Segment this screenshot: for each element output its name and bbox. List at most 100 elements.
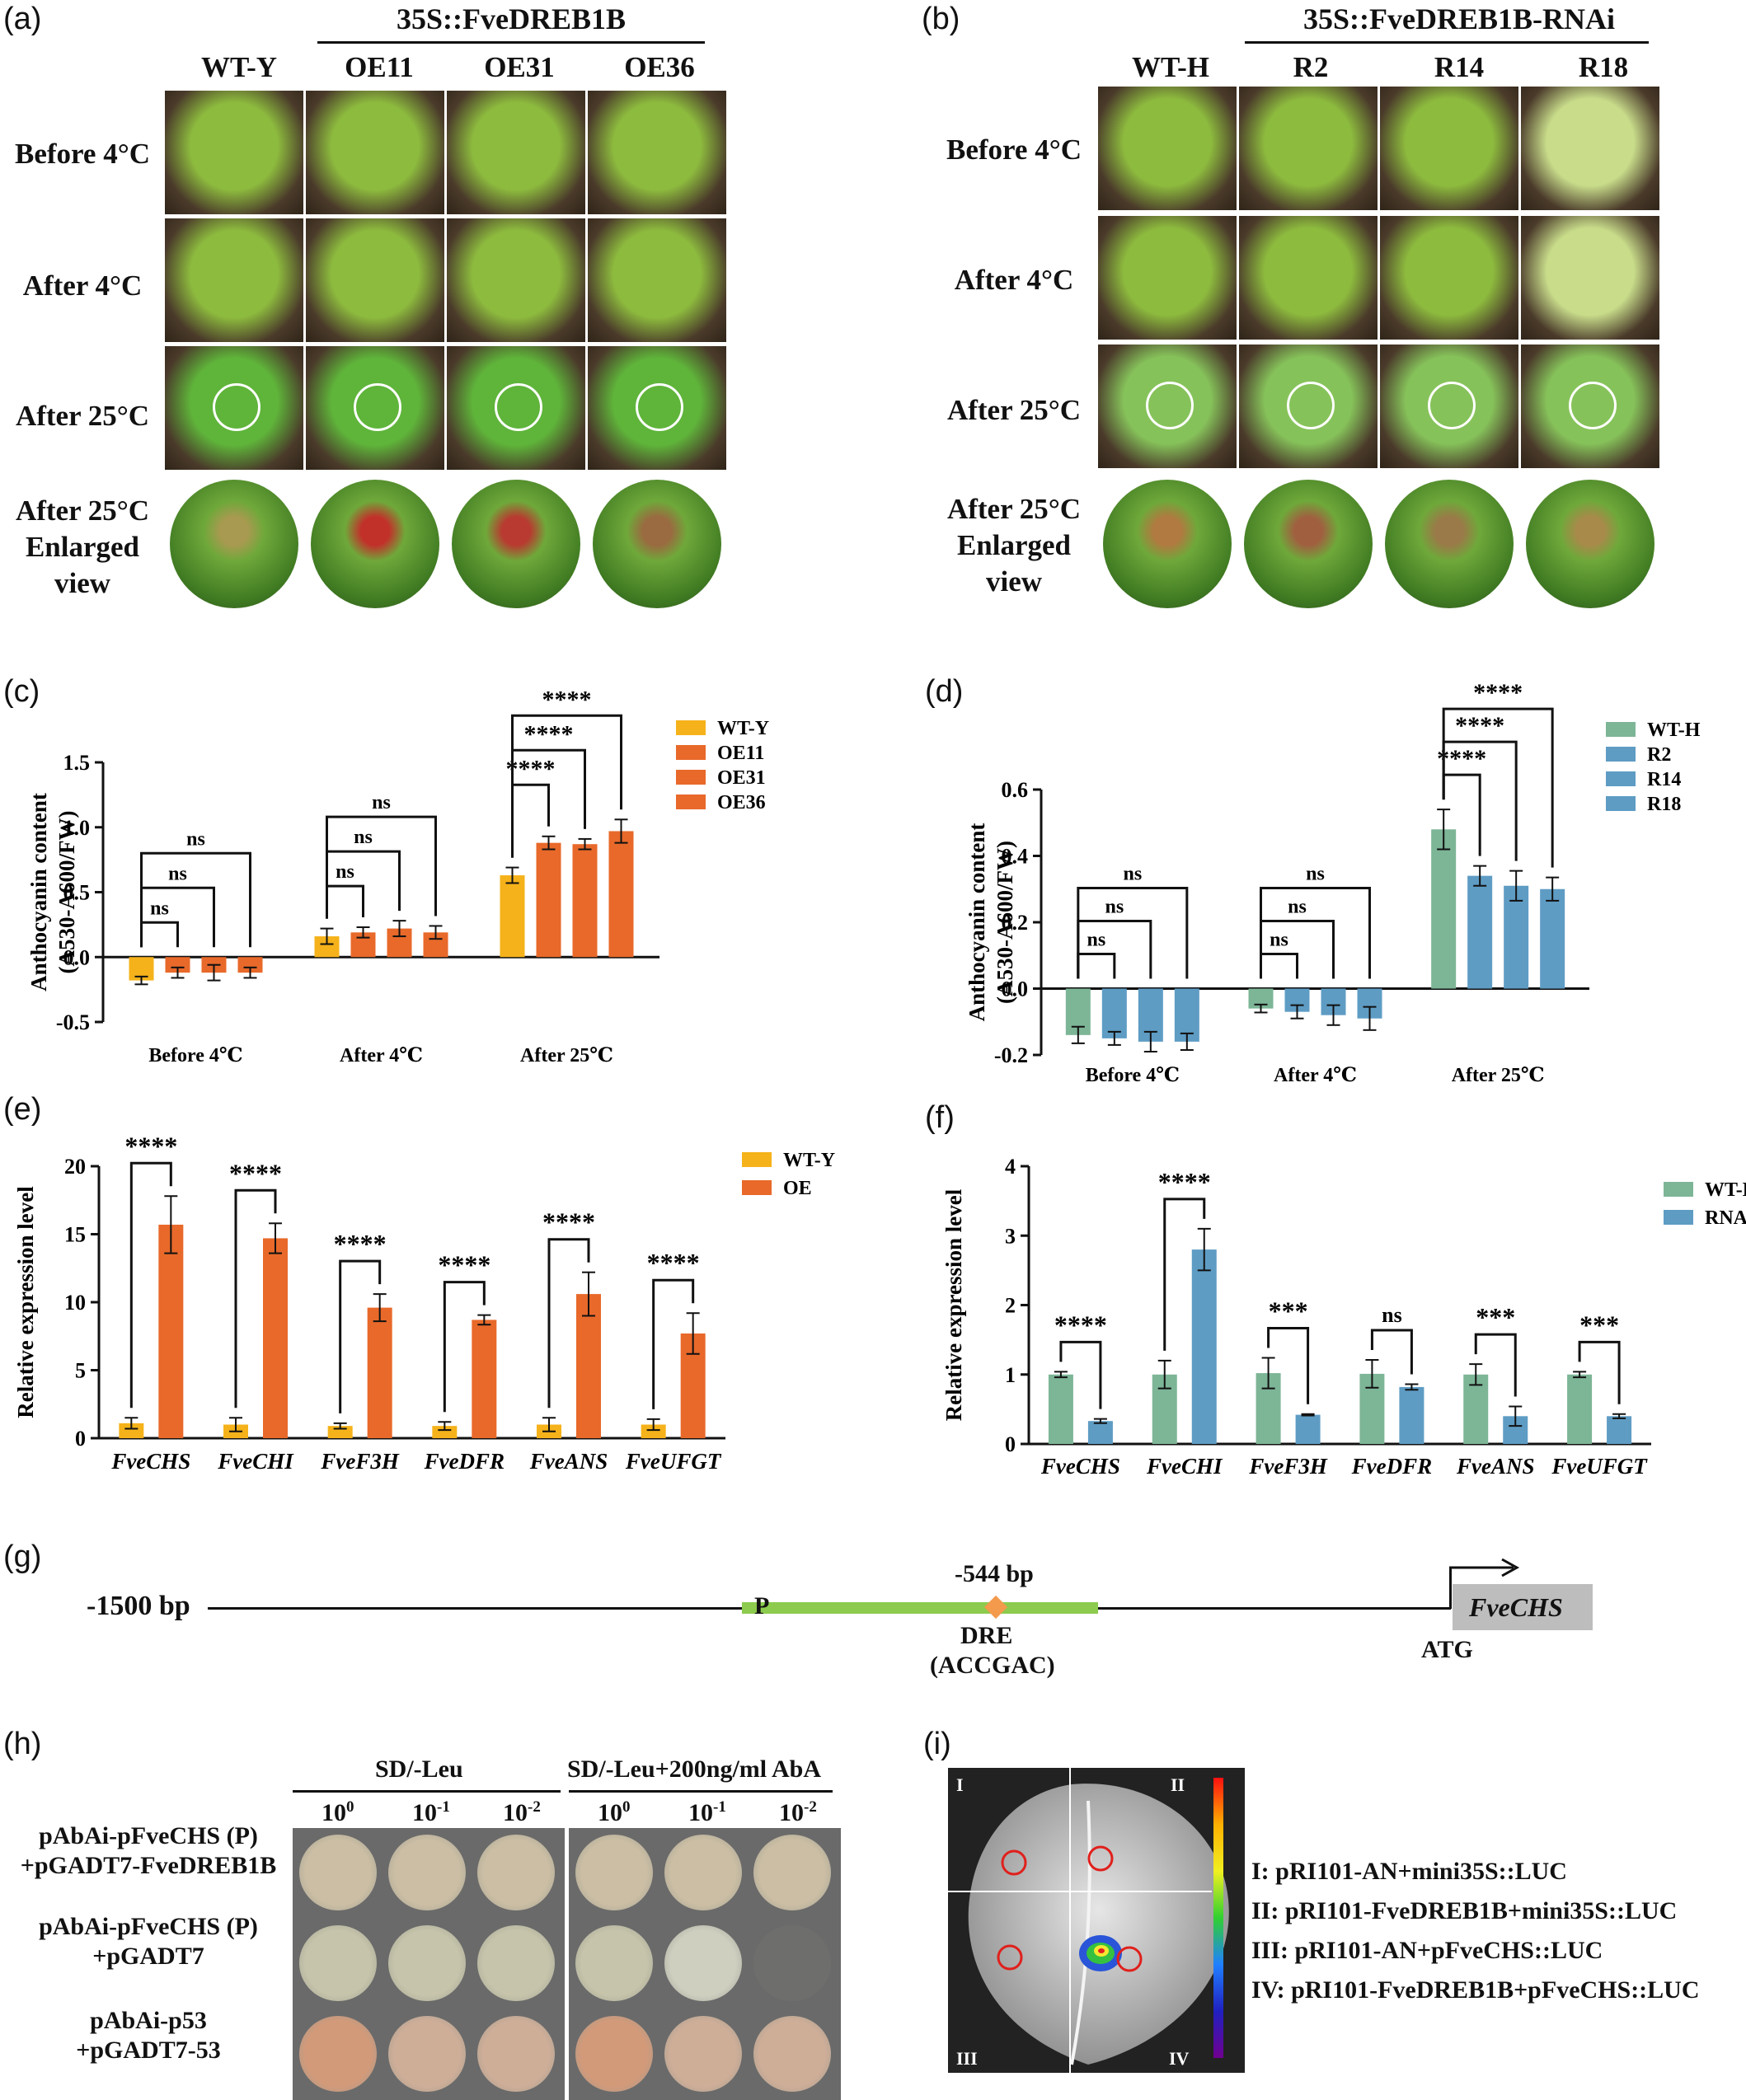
- dilution-label-1: 10-1: [412, 1798, 450, 1827]
- chart-c-legend-swatch: [676, 795, 706, 809]
- chart-d-sig-bracket: [1260, 887, 1371, 979]
- chart-c-sig-bracket: [140, 921, 179, 948]
- panel-a-row-1: After 4°C: [22, 270, 143, 302]
- chart-e-sig-bracket: [443, 1281, 486, 1413]
- chart-d-bar-R14-2: [1504, 885, 1529, 989]
- panel-h-label: (h): [3, 1727, 42, 1761]
- dre-position-label: -544 bp: [955, 1560, 1034, 1587]
- chart-e-legend-swatch: [742, 1180, 772, 1195]
- grid-b-enlarged-view-0: [1103, 480, 1232, 608]
- chart-e-bar-WT-Y-0: [119, 1423, 144, 1438]
- yeast-row-1-line-0: pAbAi-pFveCHS (P): [39, 1913, 258, 1940]
- chart-e-category-label: FveCHS: [110, 1449, 190, 1474]
- chart-e-category-label: FveDFR: [424, 1449, 505, 1474]
- grid-b-photo-r2-c0: [1098, 345, 1237, 468]
- chart-d-legend-swatch: [1606, 796, 1636, 811]
- grid-b-enlarged-view-1: [1244, 480, 1373, 608]
- chart-c-legend-label: OE36: [717, 792, 766, 813]
- chart-f-category-label: FveANS: [1456, 1454, 1535, 1479]
- chart-d-ylabel: Anthocyanin content (A530-A600/FW): [965, 823, 1017, 1022]
- chart-d-category-label: After 4℃: [1274, 1065, 1357, 1086]
- dilution-base: 10: [779, 1799, 804, 1826]
- chart-c-bar-OE36-0: [237, 957, 263, 973]
- chart-f-bar-WT-H-0: [1048, 1374, 1073, 1444]
- atg-label: ATG: [1421, 1636, 1473, 1663]
- panel-a-row-0: Before 4°C: [15, 138, 150, 170]
- chart-e-sig-bracket: [129, 1161, 172, 1409]
- panel-c-label: (c): [3, 674, 40, 709]
- chart-c-legend-label: OE11: [717, 743, 764, 764]
- promoter-start-label: -1500 bp: [87, 1591, 190, 1621]
- grid-b-photo-r2-c1: [1239, 345, 1378, 468]
- yeast-row-2-line-1: +pGADT7-53: [76, 2037, 221, 2064]
- chart-c-bar-WT-Y-2: [500, 875, 525, 958]
- chart-d-legend-label: R14: [1647, 769, 1681, 790]
- chart-e-sig-bracket: [339, 1259, 382, 1413]
- grid-b-photo-r0-c3: [1521, 87, 1659, 210]
- luc-colorbar: [1213, 1778, 1223, 2058]
- chart-e-sig-label: ****: [542, 1207, 595, 1237]
- chart-d-ytick-label: -0.2: [994, 1043, 1028, 1067]
- chart-f-bar-RNAi-1: [1191, 1249, 1217, 1444]
- chart-f: 0 1 2 3 4 Relative expression level FveCHS FveC…: [941, 1155, 1746, 1479]
- chart-f-sig-label: ***: [1579, 1310, 1619, 1339]
- panel-a-col-3: OE36: [624, 51, 695, 83]
- chart-d-sig-label: ns: [1270, 930, 1288, 951]
- chart-c-sig-bracket: [326, 815, 437, 919]
- grid-a-photo-r0-c2: [447, 91, 585, 214]
- chart-c-bar-OE11-0: [165, 957, 190, 973]
- promoter-fragment-bar: [742, 1602, 1098, 1614]
- grid-a-photo-r2-c0: [165, 346, 303, 470]
- grid-b-highlight-circle-3: [1569, 382, 1617, 429]
- chart-c-bar-OE31-2: [572, 844, 598, 958]
- tss-arrow-icon: [1449, 1558, 1520, 1577]
- yeast-spot-p0-r0-c1: [388, 1835, 466, 1910]
- grid-b-highlight-circle-1: [1287, 382, 1335, 429]
- panel-b-construct-line: [1245, 41, 1649, 44]
- chart-f-sig-bracket: [1163, 1198, 1206, 1351]
- medium-line-1: [569, 1790, 833, 1793]
- panel-a-col-0: WT-Y: [200, 51, 278, 83]
- grid-b-photo-r1-c2: [1380, 216, 1518, 340]
- chart-c-bar-OE36-2: [608, 831, 634, 958]
- chart-c-ytick-label: 0.5: [63, 881, 91, 905]
- chart-f-bar-RNAi-0: [1087, 1421, 1113, 1444]
- grid-a-photo-r1-c1: [306, 218, 444, 342]
- chart-c-sig-label: ****: [542, 686, 592, 713]
- panel-e-label: (e): [3, 1092, 42, 1127]
- panel-a-col-2: OE31: [484, 51, 555, 83]
- grid-b-enlarged-view-2: [1385, 480, 1514, 608]
- chart-d-sig-label: ****: [1437, 745, 1486, 772]
- chart-c-sig-label: ns: [372, 792, 391, 813]
- dilution-exponent: -1: [437, 1798, 450, 1816]
- chart-c-sig-label: ns: [186, 828, 205, 850]
- quadrant-label-1: II: [1171, 1774, 1185, 1795]
- panel-b-row-0: Before 4°C: [946, 134, 1082, 166]
- chart-c-sig-label: ****: [506, 755, 556, 782]
- chart-e-ytick-label: 15: [64, 1223, 86, 1247]
- dilution-base: 10: [412, 1799, 437, 1826]
- leaf-icon: [948, 1768, 1229, 2073]
- chart-d-ytick-label: 0.0: [1002, 977, 1029, 1001]
- chart-c-category-label: After 25℃: [520, 1045, 613, 1066]
- chart-c-ytick-label: 0.0: [63, 945, 91, 969]
- chart-d-sig-bracket: [1442, 707, 1554, 868]
- chart-e-legend-label: OE: [783, 1178, 812, 1199]
- quadrant-label-3: IV: [1169, 2048, 1190, 2069]
- chart-f-ytick-label: 0: [1005, 1432, 1016, 1456]
- chart-e-sig-label: ****: [334, 1229, 387, 1259]
- medium-line-0: [293, 1790, 561, 1793]
- chart-d-sig-bracket: [1077, 953, 1116, 979]
- grid-b-photo-r0-c1: [1239, 87, 1378, 210]
- chart-e-legend-label: WT-Y: [783, 1150, 835, 1171]
- dilution-exponent: -1: [713, 1798, 726, 1816]
- chart-e-bar-OE-1: [263, 1238, 288, 1438]
- chart-d-bar-R2-0: [1101, 988, 1127, 1038]
- grid-b-photo-r0-c2: [1380, 87, 1518, 210]
- yeast-spot-p0-r1-c1: [388, 1925, 466, 2001]
- chart-e-bar-OE-4: [576, 1294, 601, 1438]
- grid-b-photo-r1-c1: [1239, 216, 1378, 340]
- grid-a-photo-r1-c0: [165, 218, 303, 342]
- chart-c-sig-bracket: [326, 884, 364, 919]
- chart-f-sig-label: ***: [1476, 1302, 1515, 1332]
